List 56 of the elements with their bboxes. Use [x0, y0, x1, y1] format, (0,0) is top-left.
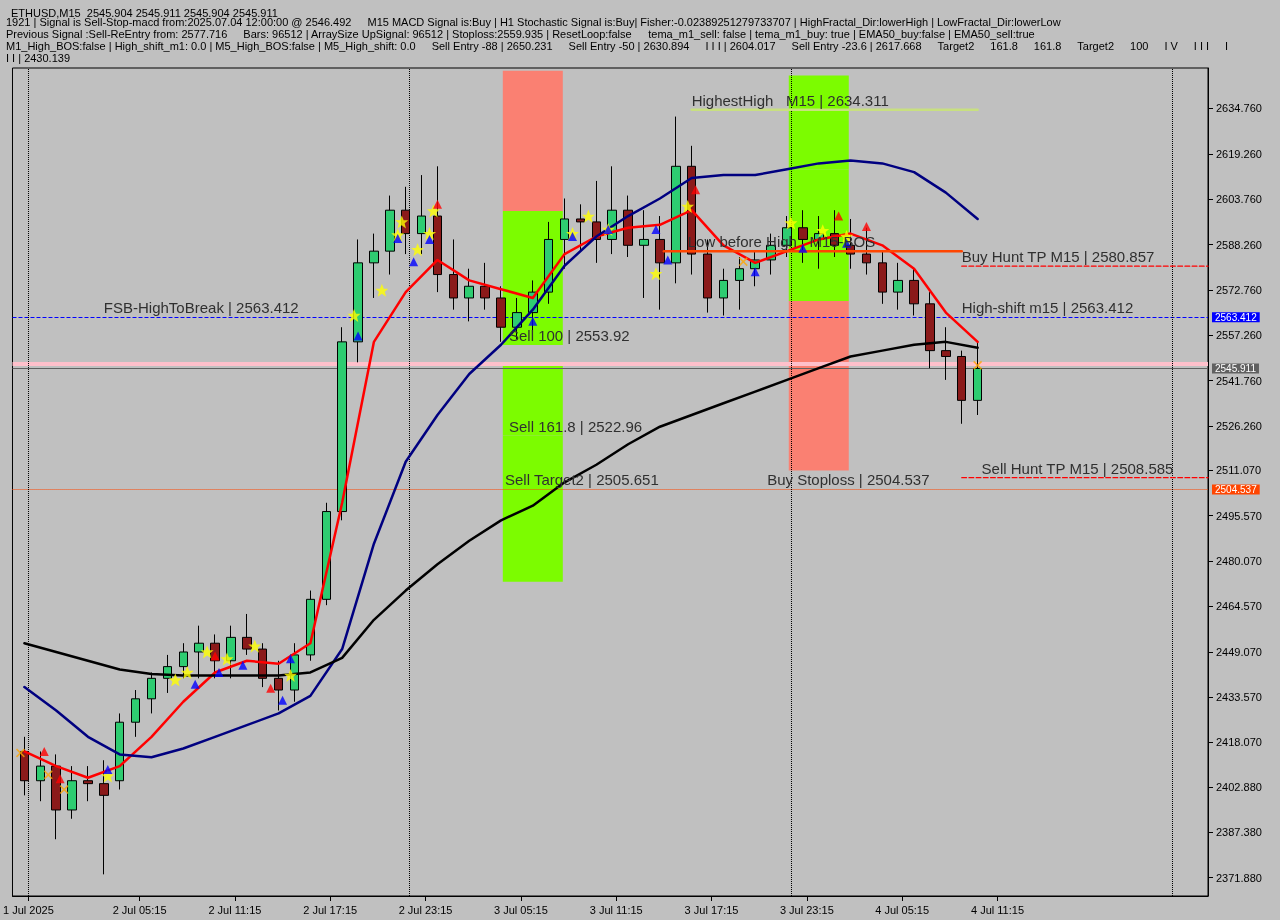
annotation: Sell Hunt TP M15 | 2508.585: [981, 459, 1174, 477]
y-tick-label: 2387.380: [1216, 826, 1262, 839]
y-tick-label: 2526.260: [1216, 419, 1262, 432]
y-tick-label: 2572.760: [1216, 283, 1262, 296]
x-tick-label: 2 Jul 05:15: [112, 903, 167, 916]
x-tick-label: 4 Jul 11:15: [970, 903, 1024, 916]
x-tick-label: 2 Jul 23:15: [398, 903, 453, 916]
ref-line-label: 2504.537: [1215, 483, 1258, 495]
x-tick-label: 2 Jul 11:15: [208, 903, 262, 916]
text: M15 MACD Signal is:Buy | H1 Stochastic Signal is:Buy| Fisher:-0.02389251279733707 | HighFractal_Dir:lowerHigh | LowFractal_Dir:lowerLow: [367, 15, 1061, 28]
text: I: [1225, 39, 1229, 52]
y-tick-label: 2557.260: [1216, 329, 1262, 342]
text: I I I: [1193, 39, 1210, 52]
y-tick-label: 2541.760: [1216, 374, 1262, 387]
y-tick-label: 2449.070: [1216, 645, 1262, 658]
text: Sell Entry -88 | 2650.231: [431, 39, 553, 52]
text: I I | 2430.139: [6, 51, 71, 64]
text: M1_High_BOS:false | High_shift_m1: 0.0 | M5_High_BOS:false | M5_High_shift: 0.0: [6, 39, 416, 52]
annotation: FSB-HighToBreak | 2563.412: [103, 299, 299, 317]
y-tick-label: 2418.070: [1216, 736, 1262, 749]
text: Bars: 96512 | ArraySize UpSignal: 96512 | Stoploss:2559.935 | ResetLoop:false: [243, 27, 632, 40]
text: 161.8: [1033, 39, 1062, 52]
annotation: Buy Hunt TP M15 | 2580.857: [961, 248, 1155, 266]
annotation: Buy Stoploss | 2504.537: [767, 471, 930, 489]
x-tick-label: 3 Jul 23:15: [779, 903, 834, 916]
text: I I I | 2604.017: [705, 39, 776, 52]
y-tick-label: 2588.260: [1216, 238, 1262, 251]
y-tick-label: 2464.570: [1216, 600, 1262, 613]
y-tick-label: 2511.070: [1216, 464, 1262, 477]
x-tick-label: 3 Jul 05:15: [493, 903, 548, 916]
y-tick-label: 2402.880: [1216, 780, 1262, 793]
text: tema_m1_sell: false | tema_m1_buy: true | EMA50_buy:false | EMA50_sell:true: [648, 27, 1035, 40]
y-tick-label: 2619.260: [1216, 147, 1262, 160]
text: 100: [1130, 39, 1149, 52]
x-tick-label: 3 Jul 17:15: [684, 903, 739, 916]
x-tick-label: 2 Jul 17:15: [303, 903, 358, 916]
text: Sell Entry -23.6 | 2617.668: [791, 39, 922, 52]
annotation: Sell 100 | 2553.92: [508, 327, 630, 345]
annotation: High-shift m15 | 2563.412: [961, 299, 1134, 317]
text: Target2: [1077, 39, 1115, 52]
text: I V: [1164, 39, 1179, 52]
y-tick-label: 2634.760: [1216, 102, 1262, 115]
ref-line-label: 2545.911: [1215, 362, 1257, 374]
y-tick-label: 2603.760: [1216, 193, 1262, 206]
y-tick-label: 2495.570: [1216, 509, 1262, 522]
text: 161.8: [990, 39, 1018, 52]
text: Target2: [937, 39, 975, 52]
y-tick-label: 2371.880: [1216, 871, 1262, 884]
y-tick-label: 2433.570: [1216, 691, 1262, 704]
x-tick-label: 1 Jul 2025: [3, 903, 54, 916]
y-tick-label: 2480.070: [1216, 555, 1262, 568]
ref-line-label: 2563.412: [1215, 311, 1258, 323]
text: Previous Signal :Sell-ReEntry from: 2577.716: [6, 27, 228, 40]
x-tick-label: 4 Jul 05:15: [875, 903, 930, 916]
text: Sell Entry -50 | 2630.894: [568, 39, 690, 52]
x-tick-label: 3 Jul 11:15: [589, 903, 643, 916]
